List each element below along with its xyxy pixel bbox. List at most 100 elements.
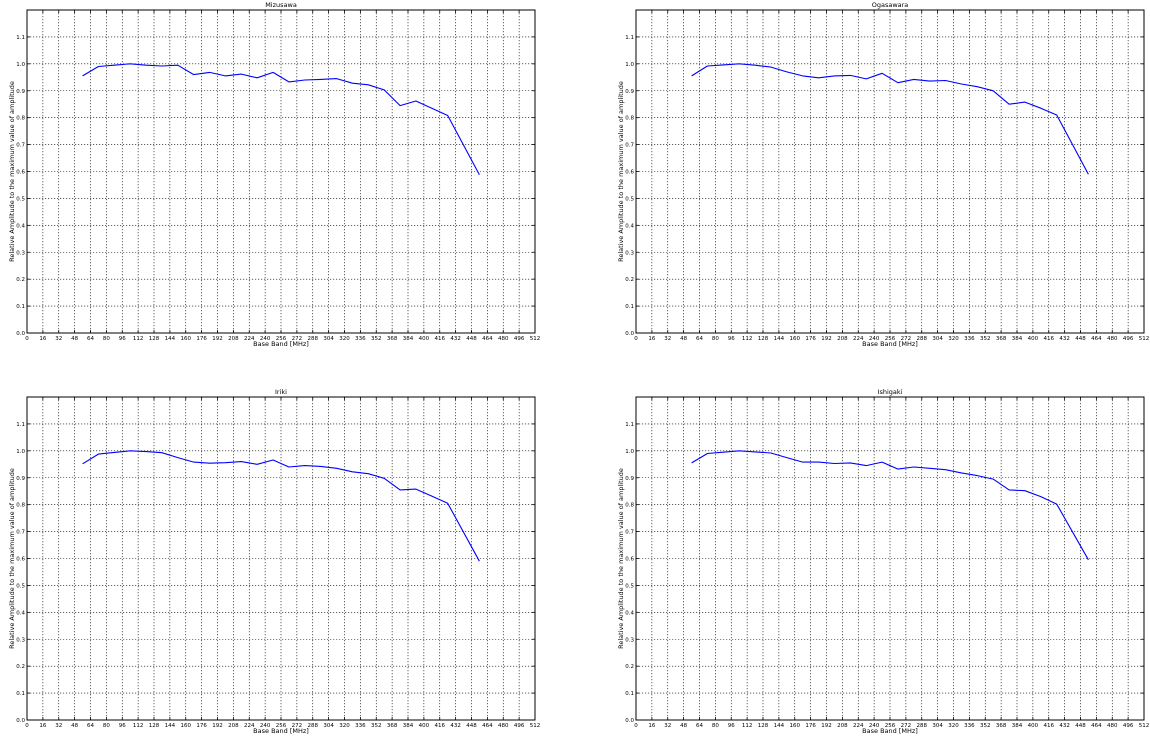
chart-title: Iriki [275,388,287,396]
x-tick-label: 336 [964,723,975,729]
x-tick-label: 64 [87,723,94,729]
y-tick-label: 0.9 [625,89,634,95]
x-tick-label: 128 [149,336,160,342]
y-axis-label: Relative Amplitude to the maximum value … [617,81,625,262]
x-tick-label: 80 [103,336,110,342]
chart-panel-2: 0 16 32 48 64 80 96 112 128 144 160 176 192 208 224 240… [617,1,1149,348]
x-tick-label: 240 [260,336,271,342]
x-tick-label: 432 [1059,723,1070,729]
x-tick-label: 32 [55,723,62,729]
x-tick-label: 304 [323,723,334,729]
x-tick-label: 384 [403,336,414,342]
x-tick-label: 368 [387,336,398,342]
x-tick-label: 0 [634,723,638,729]
x-tick-label: 176 [805,336,816,342]
y-tick-label: 0.9 [16,89,25,95]
x-tick-label: 320 [948,336,959,342]
x-tick-label: 240 [869,723,880,729]
x-tick-label: 80 [712,723,719,729]
x-tick-label: 256 [885,336,896,342]
y-tick-label: 0.6 [16,170,25,176]
y-tick-label: 0.0 [625,718,634,724]
x-tick-label: 448 [1075,336,1086,342]
x-tick-label: 208 [837,336,848,342]
x-axis-label: Base Band [MHz] [862,340,918,348]
x-tick-label: 16 [648,723,655,729]
y-tick-label: 0.2 [625,664,634,670]
x-tick-label: 176 [805,723,816,729]
x-tick-label: 256 [885,723,896,729]
x-tick-label: 416 [1044,336,1055,342]
y-tick-label: 0.2 [16,664,25,670]
x-tick-label: 32 [664,336,671,342]
y-tick-label: 0.8 [16,503,25,509]
series-line [82,450,480,562]
x-tick-label: 48 [71,336,78,342]
chart-title: Mizusawa [265,1,297,9]
x-tick-label: 432 [450,336,461,342]
y-tick-label: 1.0 [16,449,25,455]
x-tick-label: 496 [1123,336,1134,342]
x-tick-label: 336 [355,723,366,729]
y-axis-label: Relative Amplitude to the maximum value … [617,468,625,649]
x-tick-label: 144 [774,723,785,729]
x-tick-label: 240 [260,723,271,729]
y-tick-label: 0.1 [625,304,634,310]
x-tick-label: 304 [932,336,943,342]
x-tick-label: 16 [39,336,46,342]
x-tick-label: 288 [308,336,319,342]
x-tick-label: 64 [696,723,703,729]
x-tick-label: 144 [165,723,176,729]
x-tick-label: 336 [964,336,975,342]
x-tick-label: 464 [482,336,493,342]
y-axis-label: Relative Amplitude to the maximum value … [8,468,16,649]
y-tick-label: 1.0 [16,62,25,68]
x-tick-label: 80 [712,336,719,342]
x-tick-label: 496 [1123,723,1134,729]
chart-title: Ogasawara [872,1,909,9]
chart-panel-4: 0 16 32 48 64 80 96 112 128 144 160 176 192 208 224 240… [617,388,1149,735]
x-tick-label: 48 [680,336,687,342]
x-tick-label: 208 [837,723,848,729]
y-tick-label: 1.1 [625,422,634,428]
y-tick-label: 0.3 [625,250,634,256]
x-tick-label: 224 [244,336,255,342]
x-tick-label: 512 [1139,336,1150,342]
x-tick-label: 368 [996,723,1007,729]
x-tick-label: 288 [917,723,928,729]
y-tick-label: 0.0 [16,718,25,724]
x-tick-label: 368 [996,336,1007,342]
x-tick-label: 96 [119,723,126,729]
x-tick-label: 496 [514,723,525,729]
x-tick-label: 352 [980,723,991,729]
y-tick-label: 0.2 [16,277,25,283]
x-tick-label: 0 [634,336,638,342]
x-tick-label: 240 [869,336,880,342]
x-tick-label: 480 [1107,336,1118,342]
x-tick-label: 192 [821,723,832,729]
x-tick-label: 128 [758,336,769,342]
x-tick-label: 80 [103,723,110,729]
x-axis-label: Base Band [MHz] [862,727,918,735]
x-tick-label: 512 [530,336,541,342]
y-tick-label: 0.5 [16,583,25,589]
x-tick-label: 304 [932,723,943,729]
x-tick-label: 272 [901,336,912,342]
x-tick-label: 272 [901,723,912,729]
x-tick-label: 16 [39,723,46,729]
y-tick-label: 0.5 [16,196,25,202]
y-tick-label: 0.9 [16,476,25,482]
y-tick-label: 0.6 [625,170,634,176]
x-tick-label: 416 [435,723,446,729]
y-tick-label: 1.0 [625,62,634,68]
x-tick-label: 224 [853,336,864,342]
y-tick-label: 0.1 [625,691,634,697]
y-tick-label: 0.5 [625,583,634,589]
chart-title: Ishigaki [878,388,903,396]
x-tick-label: 320 [339,723,350,729]
x-tick-label: 96 [728,723,735,729]
y-tick-label: 0.7 [16,143,25,149]
y-axis-label: Relative Amplitude to the maximum value … [8,81,16,262]
chart-panel-1: 0 16 32 48 64 80 96 112 128 144 160 176 192 208 224 240… [8,1,540,348]
x-tick-label: 288 [917,336,928,342]
